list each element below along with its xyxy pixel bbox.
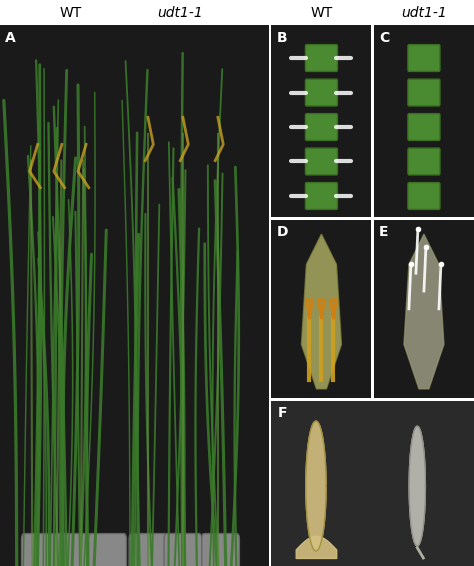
Text: WT: WT: [60, 6, 82, 20]
Polygon shape: [301, 234, 341, 389]
FancyBboxPatch shape: [21, 534, 59, 566]
Polygon shape: [404, 234, 444, 389]
Polygon shape: [409, 426, 425, 546]
FancyBboxPatch shape: [54, 534, 91, 566]
Text: F: F: [277, 406, 287, 420]
Text: E: E: [379, 225, 388, 239]
Text: C: C: [379, 31, 389, 45]
FancyBboxPatch shape: [408, 114, 440, 140]
FancyBboxPatch shape: [164, 534, 202, 566]
FancyBboxPatch shape: [305, 79, 337, 106]
FancyBboxPatch shape: [408, 148, 440, 175]
FancyBboxPatch shape: [408, 183, 440, 209]
FancyBboxPatch shape: [305, 45, 337, 71]
Text: A: A: [5, 31, 16, 45]
Text: udt1-1: udt1-1: [401, 6, 447, 20]
Text: D: D: [276, 225, 288, 239]
FancyBboxPatch shape: [305, 148, 337, 175]
FancyBboxPatch shape: [129, 534, 167, 566]
Polygon shape: [306, 421, 326, 551]
FancyBboxPatch shape: [89, 534, 127, 566]
FancyBboxPatch shape: [305, 114, 337, 140]
FancyBboxPatch shape: [202, 534, 239, 566]
Text: udt1-1: udt1-1: [157, 6, 203, 20]
Text: B: B: [276, 31, 287, 45]
Text: WT: WT: [311, 6, 333, 20]
FancyBboxPatch shape: [408, 45, 440, 71]
FancyBboxPatch shape: [305, 183, 337, 209]
FancyBboxPatch shape: [408, 79, 440, 106]
